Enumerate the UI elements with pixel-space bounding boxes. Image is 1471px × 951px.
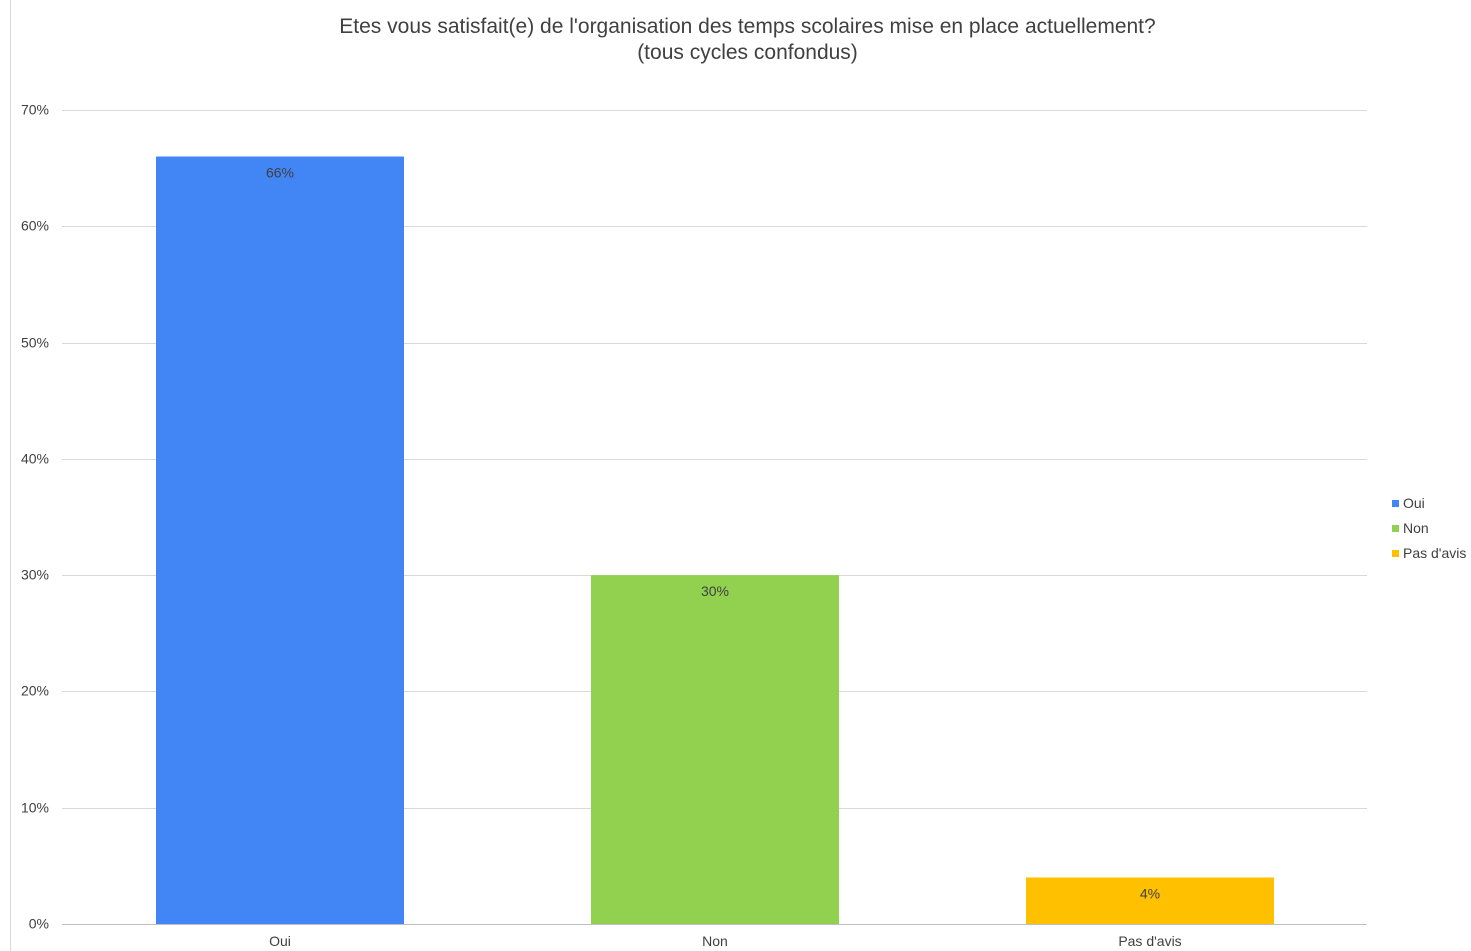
bar-non: [591, 575, 839, 924]
x-tick-label: Non: [702, 933, 728, 949]
x-axis-ticks: Oui Non Pas d'avis: [269, 933, 1182, 949]
chart-title-block: Etes vous satisfait(e) de l'organisation…: [0, 14, 1471, 66]
x-tick-label: Oui: [269, 933, 291, 949]
chart-legend: Oui Non Pas d'avis: [1392, 491, 1466, 566]
y-tick-label: 10%: [21, 800, 49, 816]
y-axis-ticks: 0% 10% 20% 30% 40% 50% 60% 70%: [21, 102, 49, 932]
left-border: [10, 0, 11, 951]
legend-swatch: [1392, 525, 1399, 532]
y-tick-label: 0%: [29, 916, 49, 932]
legend-swatch: [1392, 550, 1399, 557]
legend-item-oui: Oui: [1392, 491, 1466, 516]
y-tick-label: 50%: [21, 335, 49, 351]
bar-pas-d-avis: [1026, 877, 1274, 924]
data-label: 30%: [701, 583, 729, 599]
legend-label: Oui: [1403, 495, 1425, 511]
legend-item-pas-d-avis: Pas d'avis: [1392, 541, 1466, 566]
legend-label: Non: [1403, 520, 1429, 536]
chart-subtitle: (tous cycles confondus): [637, 41, 858, 64]
y-tick-label: 60%: [21, 218, 49, 234]
data-label: 66%: [266, 165, 294, 181]
data-label: 4%: [1140, 885, 1160, 901]
bar-oui: [156, 156, 404, 924]
y-tick-label: 20%: [21, 683, 49, 699]
x-tick-label: Pas d'avis: [1118, 933, 1181, 949]
chart-title: Etes vous satisfait(e) de l'organisation…: [339, 15, 1156, 38]
legend-swatch: [1392, 500, 1399, 507]
legend-item-non: Non: [1392, 516, 1466, 541]
y-tick-label: 40%: [21, 451, 49, 467]
data-labels: 66% 30% 4%: [266, 165, 1160, 902]
y-tick-label: 70%: [21, 102, 49, 118]
y-tick-label: 30%: [21, 567, 49, 583]
bars: [156, 156, 1274, 924]
legend-label: Pas d'avis: [1403, 545, 1467, 561]
